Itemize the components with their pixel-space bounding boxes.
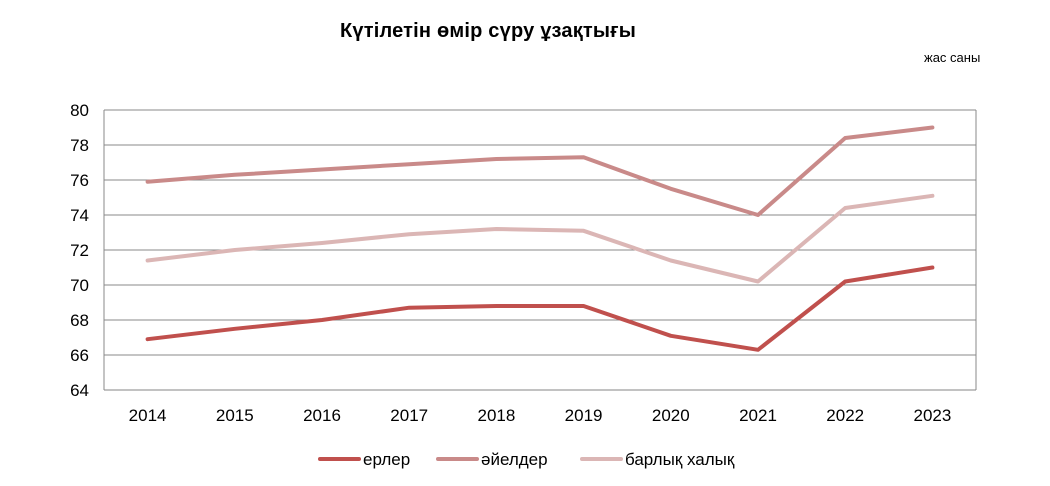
- x-tick-label: 2018: [477, 406, 515, 425]
- x-tick-label: 2019: [565, 406, 603, 425]
- y-tick-label: 68: [70, 311, 89, 330]
- y-tick-label: 80: [70, 101, 89, 120]
- y-tick-label: 76: [70, 171, 89, 190]
- y-tick-label: 78: [70, 136, 89, 155]
- x-tick-label: 2023: [913, 406, 951, 425]
- x-axis-ticks: 2014 2015 2016 2017 2018 2019 2020 2021 2022 2023: [129, 406, 952, 425]
- series-line-0: [145, 265, 935, 352]
- x-tick-label: 2015: [216, 406, 254, 425]
- x-tick-label: 2014: [129, 406, 167, 425]
- legend-label: барлық халық: [625, 450, 735, 469]
- legend: ерлер әйелдер барлық халық: [318, 450, 735, 469]
- x-tick-label: 2020: [652, 406, 690, 425]
- y-axis-ticks: 64 66 68 70 72 74 76 78 80: [70, 101, 89, 400]
- legend-label: ерлер: [363, 450, 410, 469]
- legend-label: әйелдер: [481, 450, 548, 469]
- x-tick-label: 2022: [826, 406, 864, 425]
- y-tick-label: 70: [70, 276, 89, 295]
- series-lines: [145, 125, 935, 352]
- y-tick-label: 66: [70, 346, 89, 365]
- series-line-1: [145, 125, 935, 217]
- x-tick-label: 2016: [303, 406, 341, 425]
- x-tick-label: 2021: [739, 406, 777, 425]
- x-tick-label: 2017: [390, 406, 428, 425]
- y-tick-label: 72: [70, 241, 89, 260]
- chart-title: Күтілетін өмір сүру ұзақтығы: [340, 20, 637, 42]
- y-tick-label: 64: [70, 381, 89, 400]
- series-line-2: [145, 193, 935, 284]
- gridlines: [103, 109, 977, 391]
- unit-label: жас саны: [924, 50, 981, 65]
- y-tick-label: 74: [70, 206, 89, 225]
